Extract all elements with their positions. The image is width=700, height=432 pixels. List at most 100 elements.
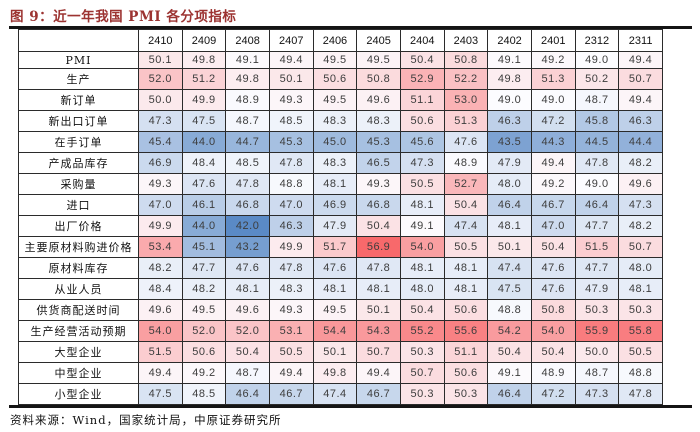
value-cell: 47.8: [225, 173, 270, 196]
value-cell: 45.3: [268, 131, 314, 154]
value-cell: 48.3: [268, 277, 314, 300]
value-cell: 53.1: [268, 319, 314, 342]
value-cell: 53.4: [138, 236, 183, 258]
value-cell: 49.9: [268, 236, 314, 258]
table-row: 中型企业 49.4 49.2 48.7 49.4 49.8 49.4 50.7 50.6 49.1…: [18, 361, 663, 384]
value-cell: 50.6: [312, 68, 358, 91]
value-cell: 51.3: [530, 68, 576, 91]
value-cell: 45.6: [399, 131, 445, 154]
row-label: 从业人员: [18, 277, 139, 300]
value-cell: 47.8: [268, 256, 314, 279]
value-cell: 47.7: [574, 256, 620, 279]
value-cell: 49.8: [312, 361, 358, 384]
value-cell: 49.3: [138, 173, 183, 196]
row-label: 新订单: [18, 89, 139, 112]
value-cell: 49.3: [268, 89, 314, 112]
row-label: 采购量: [18, 173, 139, 196]
value-cell: 48.2: [181, 277, 227, 300]
value-cell: 50.6: [399, 110, 445, 133]
row-label: 生产: [18, 68, 139, 91]
value-cell: 49.4: [618, 89, 663, 112]
value-cell: 43.5: [487, 131, 532, 154]
value-cell: 44.7: [225, 131, 270, 154]
value-cell: 46.7: [530, 194, 576, 217]
value-cell: 51.3: [443, 110, 489, 133]
row-label: 大型企业: [18, 340, 139, 363]
value-cell: 50.7: [618, 68, 663, 91]
value-cell: 46.1: [181, 194, 227, 217]
value-cell: 51.2: [181, 68, 227, 91]
value-cell: 48.1: [312, 173, 358, 196]
value-cell: 48.2: [618, 215, 663, 238]
table-row: 产成品库存 46.9 48.4 48.5 47.8 48.3 46.5 47.3 48.9 47.…: [18, 152, 663, 175]
value-cell: 46.3: [268, 215, 314, 238]
value-cell: 49.1: [399, 215, 445, 238]
value-cell: 49.0: [574, 173, 620, 196]
table-row: 新出口订单 47.3 47.5 48.7 48.5 48.3 48.3 50.6 51.3 46.…: [18, 110, 663, 133]
column-header: 2405: [356, 29, 401, 52]
value-cell: 49.8: [225, 68, 270, 91]
value-cell: 48.7: [225, 110, 270, 133]
value-cell: 49.2: [530, 50, 576, 70]
value-cell: 50.8: [443, 50, 489, 70]
value-cell: 55.6: [443, 319, 489, 342]
value-cell: 47.5: [487, 277, 532, 300]
value-cell: 46.7: [268, 382, 314, 406]
value-cell: 50.6: [443, 361, 489, 384]
value-cell: 47.3: [399, 152, 445, 175]
value-cell: 50.3: [399, 382, 445, 406]
value-cell: 48.1: [312, 277, 358, 300]
column-header: 2403: [443, 29, 489, 52]
value-cell: 55.9: [574, 319, 620, 342]
value-cell: 47.8: [268, 152, 314, 175]
value-cell: 50.5: [443, 236, 489, 258]
value-cell: 50.3: [618, 298, 663, 321]
value-cell: 46.9: [138, 152, 183, 175]
column-header: 2404: [399, 29, 445, 52]
value-cell: 48.8: [487, 298, 532, 321]
value-cell: 47.4: [443, 215, 489, 238]
column-header: 2406: [312, 29, 358, 52]
value-cell: 48.1: [443, 277, 489, 300]
value-cell: 50.4: [225, 340, 270, 363]
table-row: 生产经营活动预期 54.0 52.0 52.0 53.1 54.4 54.3 55.2 55.6…: [18, 319, 663, 342]
value-cell: 47.6: [530, 277, 576, 300]
value-cell: 46.9: [312, 194, 358, 217]
value-cell: 50.4: [530, 340, 576, 363]
value-cell: 46.3: [487, 110, 532, 133]
table-row: 从业人员 48.4 48.2 48.1 48.3 48.1 48.1 48.0 48.1 47.5…: [18, 277, 663, 300]
value-cell: 49.8: [487, 68, 532, 91]
value-cell: 47.6: [181, 173, 227, 196]
value-cell: 50.1: [487, 236, 532, 258]
value-cell: 52.2: [443, 68, 489, 91]
value-cell: 47.8: [574, 152, 620, 175]
value-cell: 50.3: [443, 382, 489, 406]
value-cell: 48.9: [443, 152, 489, 175]
value-cell: 50.7: [356, 340, 401, 363]
value-cell: 49.5: [312, 298, 358, 321]
value-cell: 50.6: [181, 340, 227, 363]
value-cell: 48.5: [181, 382, 227, 406]
value-cell: 51.1: [443, 340, 489, 363]
row-label: 主要原材料购进价格: [18, 236, 139, 258]
value-cell: 50.4: [399, 298, 445, 321]
value-cell: 48.3: [356, 110, 401, 133]
value-cell: 48.1: [399, 194, 445, 217]
value-cell: 50.1: [312, 340, 358, 363]
table-row: 主要原材料购进价格 53.4 45.1 43.2 49.9 51.7 56.9 54.0 50.…: [18, 236, 663, 258]
value-cell: 54.0: [530, 319, 576, 342]
value-cell: 47.9: [487, 152, 532, 175]
value-cell: 49.0: [574, 50, 620, 70]
value-cell: 48.1: [399, 256, 445, 279]
value-cell: 49.4: [618, 50, 663, 70]
value-cell: 48.1: [618, 277, 663, 300]
value-cell: 50.5: [399, 173, 445, 196]
value-cell: 47.6: [225, 256, 270, 279]
value-cell: 48.8: [268, 173, 314, 196]
value-cell: 49.9: [138, 215, 183, 238]
value-cell: 53.0: [443, 89, 489, 112]
value-cell: 48.2: [138, 256, 183, 279]
value-cell: 46.5: [356, 152, 401, 175]
value-cell: 49.1: [487, 50, 532, 70]
value-cell: 49.4: [268, 50, 314, 70]
